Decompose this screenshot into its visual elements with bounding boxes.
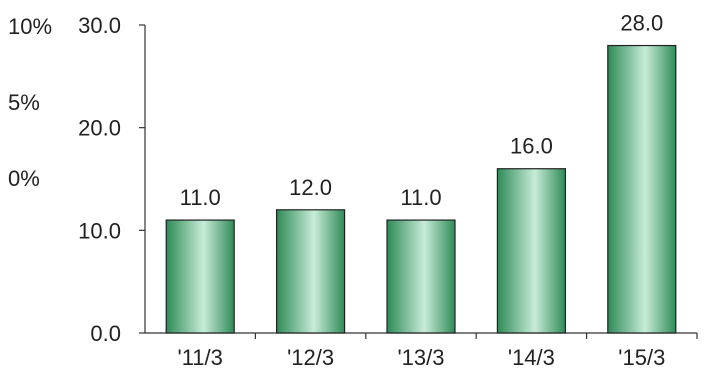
data-label: 28.0 — [620, 11, 663, 36]
secondary-axis-label-0pct: 0% — [8, 166, 40, 191]
x-tick-label: '14/3 — [508, 345, 555, 370]
x-tick-label: '11/3 — [178, 345, 223, 370]
bar — [607, 44, 677, 334]
labels: 11.0 '11/3 12.0 '12/3 11.0 '13/3 16.0 '14/3 28.0… — [178, 11, 666, 370]
x-tick-label: '12/3 — [287, 345, 334, 370]
axes: 0.0 10.0 20.0 30.0 — [78, 13, 698, 346]
x-tick-label: '15/3 — [618, 345, 665, 370]
y-tick-label: 30.0 — [78, 13, 121, 38]
data-label: 12.0 — [289, 175, 332, 200]
data-label: 11.0 — [400, 185, 441, 210]
bar — [386, 219, 456, 334]
data-label: 11.0 — [180, 185, 221, 210]
secondary-axis-label-10pct: 10% — [8, 14, 52, 39]
bar — [276, 209, 346, 334]
y-tick-label: 10.0 — [78, 218, 121, 243]
bar — [496, 168, 566, 334]
y-tick-label: 0.0 — [90, 321, 121, 346]
y-tick-label: 20.0 — [78, 116, 121, 141]
bars — [165, 44, 677, 334]
data-label: 16.0 — [510, 134, 553, 159]
secondary-axis-label-5pct: 5% — [8, 90, 40, 115]
bar — [165, 219, 235, 334]
x-tick-label: '13/3 — [397, 345, 444, 370]
